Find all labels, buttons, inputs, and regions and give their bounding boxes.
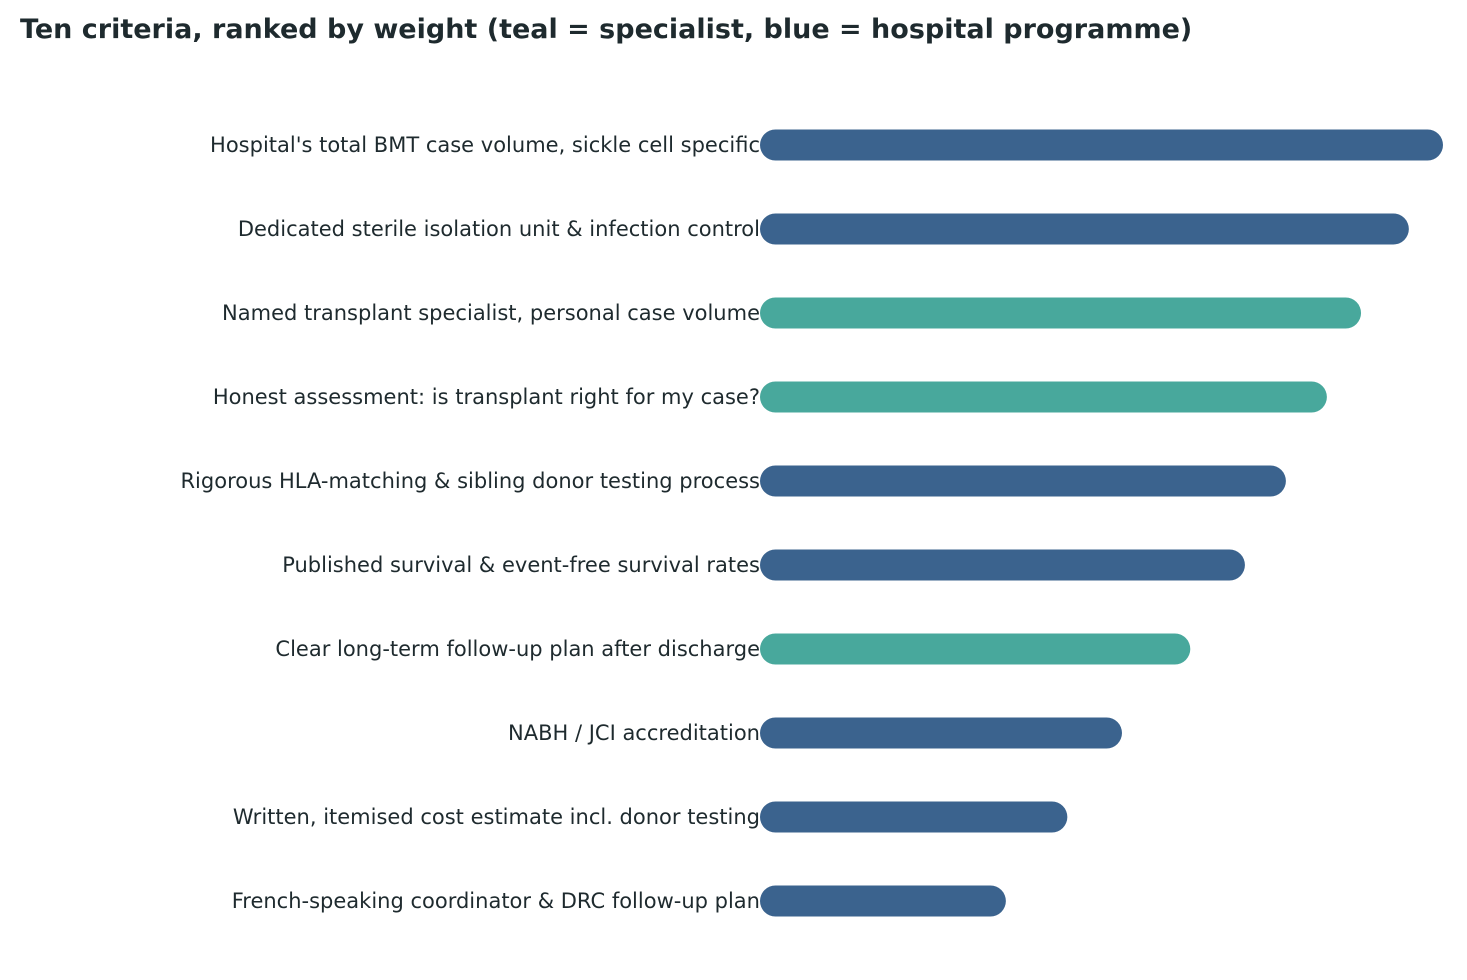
category-label: Clear long-term follow-up plan after dis…: [275, 637, 760, 661]
bar-specialist: [760, 633, 1191, 665]
category-label: Published survival & event-free survival…: [282, 553, 760, 577]
category-label: Dedicated sterile isolation unit & infec…: [238, 217, 760, 241]
bar-specialist: [760, 297, 1362, 329]
bar-specialist: [760, 381, 1327, 413]
category-labels: Hospital's total BMT case volume, sickle…: [180, 133, 760, 913]
bar-hospital: [760, 801, 1068, 833]
bar-hospital: [760, 717, 1122, 749]
category-label: Hospital's total BMT case volume, sickle…: [210, 133, 760, 157]
bar-hospital: [760, 465, 1286, 497]
category-label: NABH / JCI accreditation: [508, 721, 760, 745]
category-label: Named transplant specialist, personal ca…: [222, 301, 760, 325]
category-label: French-speaking coordinator & DRC follow…: [232, 889, 760, 913]
bar-hospital: [760, 129, 1443, 161]
bar-hospital: [760, 549, 1245, 581]
bar-hospital: [760, 885, 1006, 917]
category-label: Written, itemised cost estimate incl. do…: [233, 805, 760, 829]
bars: [760, 129, 1443, 917]
bar-hospital: [760, 213, 1409, 245]
category-label: Honest assessment: is transplant right f…: [213, 385, 760, 409]
category-label: Rigorous HLA-matching & sibling donor te…: [180, 469, 760, 493]
chart-title: Ten criteria, ranked by weight (teal = s…: [20, 14, 1193, 45]
